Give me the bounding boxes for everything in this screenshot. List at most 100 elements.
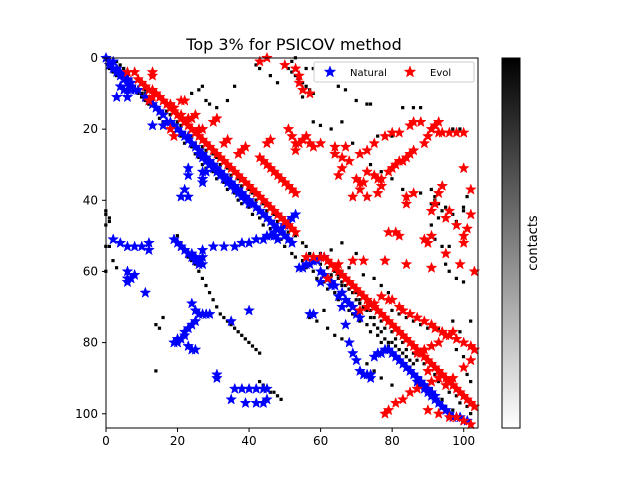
contact-cell	[393, 344, 398, 348]
contact-cell	[358, 301, 362, 305]
contact-cell	[186, 255, 190, 259]
y-tick-label: 80	[83, 336, 98, 350]
data-point-evol	[404, 386, 417, 398]
data-point-evol	[339, 140, 352, 153]
data-point-natural	[343, 336, 356, 348]
data-point-evol	[418, 315, 431, 327]
contact-cell	[275, 81, 280, 85]
data-point-natural	[196, 250, 209, 263]
data-point-evol	[253, 55, 266, 67]
contact-cell	[204, 283, 208, 288]
contact-cell	[451, 408, 455, 412]
contact-cell	[143, 98, 147, 103]
contact-cell	[304, 244, 308, 248]
contact-cell	[390, 134, 394, 138]
data-point-natural	[189, 343, 202, 355]
data-point-evol	[278, 58, 291, 71]
contact-cell	[458, 127, 462, 131]
data-point-evol	[404, 307, 416, 320]
data-point-evol	[389, 396, 402, 409]
contact-cell	[347, 287, 351, 291]
data-point-evol	[450, 332, 463, 345]
contact-cell	[379, 319, 383, 323]
contact-cell	[444, 205, 448, 209]
contact-cell	[465, 372, 469, 377]
data-point-evol	[400, 258, 413, 270]
contact-cell	[107, 219, 112, 224]
contact-cell	[258, 66, 262, 71]
data-point-natural	[346, 300, 359, 313]
contact-cell	[401, 187, 405, 192]
contact-cell	[154, 323, 158, 327]
data-point-natural	[121, 90, 134, 103]
data-point-evol	[447, 325, 459, 338]
contact-cell	[340, 120, 344, 124]
contact-cell	[404, 315, 408, 320]
data-point-natural	[364, 368, 377, 380]
data-point-evol	[464, 208, 477, 220]
contact-cell	[111, 70, 115, 74]
data-point-evol	[457, 336, 470, 348]
data-point-natural	[185, 297, 198, 309]
contact-cell	[365, 323, 369, 327]
data-point-evol	[343, 154, 356, 167]
y-tick-label: 0	[90, 51, 98, 65]
contact-cell	[222, 315, 226, 320]
data-point-evol	[307, 140, 320, 153]
data-point-natural	[200, 165, 213, 177]
contact-cell	[376, 333, 380, 337]
data-point-natural	[182, 169, 195, 181]
contact-cell	[258, 216, 262, 220]
chart-title: Top 3% for PSICOV method	[185, 35, 401, 54]
contact-cell	[232, 191, 237, 195]
data-point-evol	[375, 290, 388, 302]
data-point-evol	[286, 130, 298, 142]
contact-cell	[290, 59, 294, 63]
data-point-evol	[418, 343, 431, 355]
contact-cell	[418, 106, 423, 110]
data-point-natural	[332, 290, 345, 302]
contact-cell	[379, 330, 383, 334]
contact-cell	[283, 244, 287, 248]
contact-cell	[207, 102, 212, 106]
contact-cell	[315, 276, 319, 280]
contact-cell	[300, 259, 305, 263]
series-evol	[121, 51, 481, 430]
contact-cell	[258, 351, 262, 355]
data-point-evol	[432, 371, 445, 384]
data-point-evol	[178, 94, 191, 106]
contact-cell	[436, 379, 441, 384]
data-point-evol	[457, 162, 470, 174]
data-point-evol	[289, 226, 302, 238]
contact-cell	[361, 305, 365, 309]
contact-cell	[179, 134, 183, 138]
data-point-natural	[175, 190, 187, 202]
contact-cell	[401, 351, 405, 355]
contact-cell	[304, 84, 308, 88]
contact-cell	[222, 180, 226, 184]
contact-cell	[293, 74, 298, 78]
contact-cell	[440, 397, 444, 401]
data-point-natural	[307, 307, 320, 320]
data-point-evol	[457, 236, 470, 248]
data-point-natural	[132, 83, 145, 96]
contact-cell	[404, 355, 408, 359]
contact-cell	[358, 298, 362, 302]
data-point-evol	[457, 361, 470, 373]
contact-cell	[429, 187, 433, 192]
contact-cell	[422, 362, 426, 366]
data-point-evol	[447, 371, 459, 384]
contact-cell	[107, 66, 112, 71]
data-point-evol	[353, 183, 366, 195]
contact-cell	[379, 170, 383, 174]
data-point-evol	[354, 147, 366, 160]
contact-cell	[193, 152, 197, 156]
data-point-evol	[457, 126, 470, 138]
data-point-evol	[429, 322, 441, 334]
contact-cell	[383, 337, 387, 341]
contact-cell	[347, 308, 351, 313]
contact-cell	[258, 379, 262, 384]
contact-cell	[451, 319, 455, 323]
data-point-evol	[175, 108, 187, 120]
contact-cell	[247, 205, 251, 209]
